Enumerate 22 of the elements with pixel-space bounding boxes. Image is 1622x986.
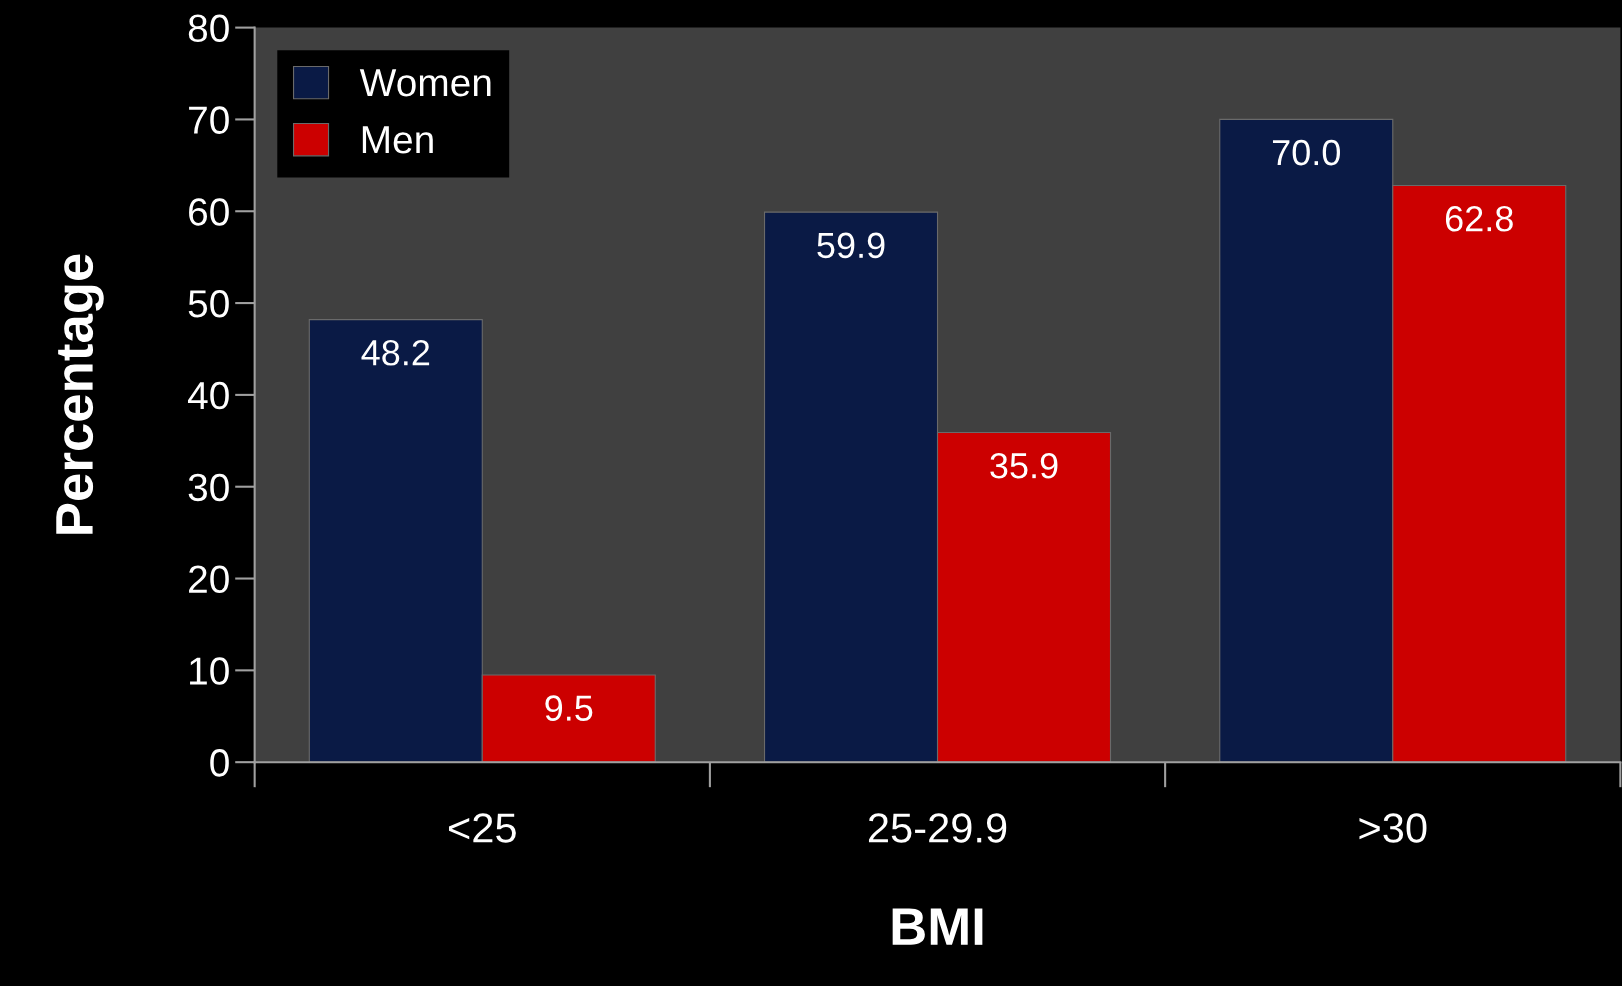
legend-label: Men bbox=[362, 126, 433, 154]
y-tick-label: 0 bbox=[210, 749, 229, 777]
y-tick-label: 10 bbox=[190, 657, 229, 685]
x-tick-label: >30 bbox=[1359, 813, 1427, 843]
legend-label: Women bbox=[359, 69, 491, 97]
y-tick-label: 20 bbox=[189, 565, 229, 594]
data-label: 70.0 bbox=[1272, 139, 1340, 166]
x-tick-label: 25-29.9 bbox=[868, 813, 1007, 843]
x-tick-label: <25 bbox=[448, 813, 516, 843]
data-label: 59.9 bbox=[817, 232, 885, 259]
y-tick-label: 70 bbox=[189, 106, 229, 134]
data-label: 48.2 bbox=[361, 340, 430, 366]
data-label: 35.9 bbox=[990, 452, 1058, 479]
y-tick-label: 50 bbox=[188, 290, 229, 318]
y-tick-label: 30 bbox=[188, 473, 229, 502]
data-label: 9.5 bbox=[545, 695, 593, 721]
x-axis-title: BMI bbox=[892, 908, 983, 945]
data-label: 62.8 bbox=[1445, 205, 1513, 232]
y-tick-label: 40 bbox=[187, 381, 229, 410]
y-axis-title: Percentage bbox=[56, 254, 104, 534]
y-tick-label: 80 bbox=[188, 14, 229, 43]
y-tick-label: 60 bbox=[189, 198, 229, 226]
